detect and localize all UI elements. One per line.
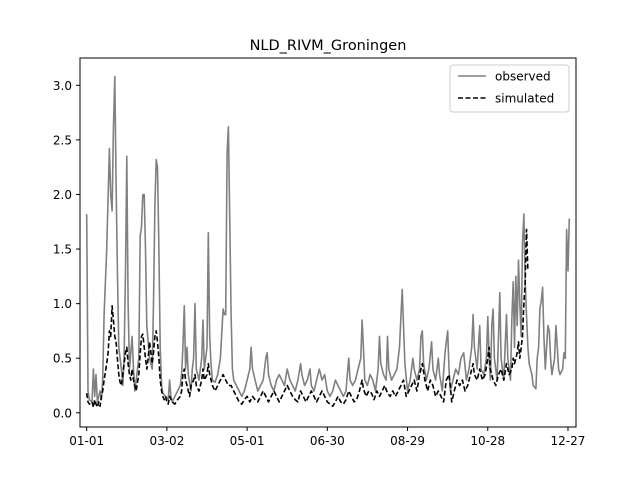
y-tick-label: 1.5 <box>53 243 72 257</box>
series-line-simulated <box>85 228 529 409</box>
x-tick-label: 01-01 <box>69 434 104 448</box>
legend-label-simulated: simulated <box>495 92 554 106</box>
y-tick-label: 0.0 <box>53 406 72 420</box>
axes-frame <box>79 57 577 428</box>
x-axis: 01-01 03-02 05-01 06-30 08-29 10-28 12-27 <box>69 427 585 448</box>
legend: observed simulated <box>449 64 570 113</box>
y-tick-label: 2.5 <box>53 133 72 147</box>
chart-title: NLD_RIVM_Groningen <box>250 38 407 54</box>
y-tick-label: 1.0 <box>53 297 72 311</box>
series-layer <box>85 75 571 409</box>
x-tick-label: 10-28 <box>470 434 505 448</box>
x-tick-label: 05-01 <box>230 434 265 448</box>
x-tick-label: 08-29 <box>390 434 425 448</box>
x-tick-label: 12-27 <box>551 434 586 448</box>
y-axis: 0.0 0.5 1.0 1.5 2.0 2.5 3.0 <box>53 79 80 420</box>
legend-label-observed: observed <box>495 70 551 84</box>
x-tick-label: 06-30 <box>310 434 345 448</box>
series-line-observed <box>85 75 571 403</box>
y-tick-label: 3.0 <box>53 79 72 93</box>
y-tick-label: 0.5 <box>53 352 72 366</box>
y-tick-label: 2.0 <box>53 188 72 202</box>
plot-area <box>80 58 576 427</box>
x-tick-label: 03-02 <box>149 434 184 448</box>
